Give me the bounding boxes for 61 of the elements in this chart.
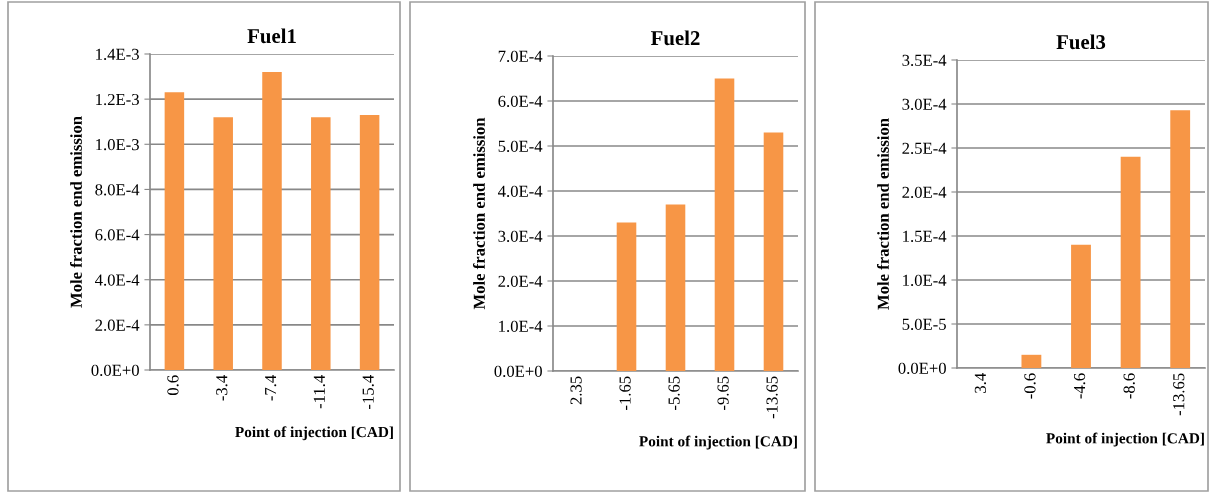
y-tick-label: 6.0E-4: [498, 95, 543, 108]
y-tick-label: 2.0E-4: [498, 275, 543, 288]
y-tick-label: 1.0E-4: [499, 320, 543, 333]
bar: [763, 132, 784, 371]
x-tick-label: -8.6: [1123, 373, 1135, 399]
x-tick-label: -15.4: [362, 375, 374, 409]
y-tick-label: 8.0E-4: [95, 184, 140, 196]
y-tick-label: 1.0E-3: [96, 138, 139, 151]
y-tick-label: 1.5E-4: [903, 230, 947, 243]
x-tick-label: -7.4: [265, 375, 277, 401]
y-tick-label: 2.0E-4: [95, 319, 140, 331]
x-tick-label: -13.65: [1173, 373, 1185, 416]
x-tick-label: 3.4: [974, 373, 987, 393]
bar: [1120, 156, 1141, 368]
x-tick-label: -4.6: [1073, 373, 1086, 399]
x-tick-label: 2.35: [570, 376, 582, 405]
bar: [164, 92, 185, 370]
y-tick-label: 5.0E-4: [498, 140, 543, 153]
y-tick-label: 2.0E-4: [902, 186, 947, 199]
x-tick-label: 0.6: [167, 375, 179, 396]
y-tick-label: 3.0E-4: [498, 230, 543, 243]
bar: [311, 117, 331, 370]
y-tick-label: 0.0E+0: [494, 365, 542, 378]
x-tick-label: -0.6: [1024, 373, 1036, 399]
y-tick-label: 7.0E-4: [498, 50, 543, 63]
x-axis-title: Point of injection [CAD]: [235, 426, 393, 441]
x-tick-label: -5.65: [668, 376, 680, 410]
bar: [359, 114, 380, 370]
y-tick-label: 3.0E-4: [902, 98, 947, 111]
y-tick-label: 1.0E-4: [903, 274, 947, 287]
bar: [616, 222, 637, 371]
y-tick-label: 2.5E-4: [902, 142, 947, 155]
chart-title: Fuel1: [247, 28, 296, 44]
y-tick-label: 5.0E-5: [902, 318, 946, 331]
y-axis-title: Mole fraction end emission: [70, 116, 82, 308]
chart-title: Fuel3: [1056, 34, 1106, 50]
bar: [1170, 110, 1191, 368]
y-tick-label: 6.0E-4: [95, 229, 140, 241]
x-tick-label: -11.4: [313, 375, 326, 409]
y-axis-title: Mole fraction end emission: [473, 117, 485, 310]
bar: [1071, 244, 1091, 368]
bar: [262, 72, 282, 370]
chart-title: Fuel2: [650, 30, 700, 46]
x-tick-label: -3.4: [216, 375, 228, 401]
x-axis-title: Point of injection [CAD]: [1046, 432, 1204, 447]
x-tick-label: -9.65: [717, 376, 729, 410]
y-tick-label: 1.2E-3: [96, 93, 139, 106]
y-tick-label: 4.0E-4: [498, 185, 543, 198]
y-tick-label: 4.0E-4: [95, 274, 140, 286]
y-tick-label: 3.5E-4: [902, 54, 947, 67]
bar: [714, 78, 735, 371]
y-tick-label: 0.0E+0: [91, 364, 139, 377]
x-tick-label: -1.65: [619, 376, 631, 410]
y-tick-label: 0.0E+0: [898, 362, 946, 375]
bar: [213, 117, 233, 370]
bar: [665, 204, 686, 371]
y-axis-title: Mole fraction end emission: [877, 118, 889, 310]
x-tick-label: -13.65: [766, 376, 778, 419]
bar: [1021, 354, 1042, 368]
x-axis-title: Point of injection [CAD]: [639, 435, 797, 450]
y-tick-label: 1.4E-3: [96, 48, 139, 61]
